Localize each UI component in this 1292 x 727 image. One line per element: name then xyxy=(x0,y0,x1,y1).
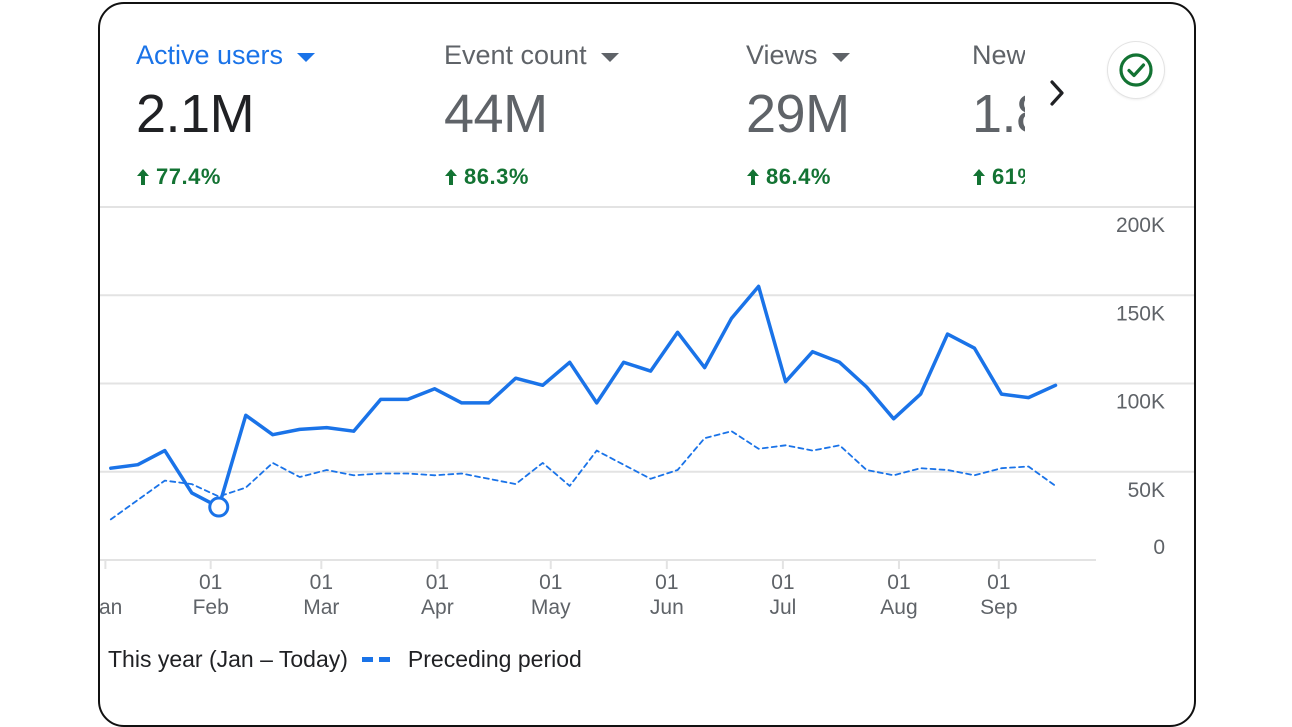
x-tick-day-label: 01 xyxy=(426,571,449,594)
y-tick-label: 100K xyxy=(1116,391,1165,414)
metric-delta: 77.4% xyxy=(156,164,221,189)
hover-point-marker[interactable] xyxy=(208,496,230,518)
y-tick-label: 200K xyxy=(1116,214,1165,237)
y-axis-labels: 0 50K 100K 150K 200K xyxy=(1116,214,1165,559)
metric-delta: 61% xyxy=(992,164,1025,189)
metric-tabs: Active users 2.1M 77.4% Event count 44M … xyxy=(100,4,1025,204)
legend-item-this-year: This year (Jan – Today) xyxy=(108,646,348,672)
caret-down-icon xyxy=(297,52,316,62)
y-tick-label: 50K xyxy=(1128,479,1165,502)
x-tick-day-label: 01 xyxy=(539,571,562,594)
y-tick-label: 0 xyxy=(1153,536,1165,559)
x-tick-day-label: 01 xyxy=(987,571,1010,594)
arrow-up-icon xyxy=(747,169,759,185)
x-tick-month-label: Sep xyxy=(980,596,1017,619)
dashed-line-swatch-icon xyxy=(361,657,396,662)
status-check-button[interactable] xyxy=(1108,42,1164,98)
metric-value: 29M xyxy=(746,84,850,144)
grid-lines xyxy=(100,206,1194,561)
legend-item-preceding-period: Preceding period xyxy=(407,646,582,672)
x-tick-month-label: Aug xyxy=(880,596,917,619)
metric-value: 44M xyxy=(444,84,548,144)
metric-label: Active users xyxy=(136,40,284,70)
chart-legend: This year (Jan – Today) Preceding period xyxy=(108,646,582,673)
next-metrics-button[interactable] xyxy=(1036,72,1078,114)
x-tick-day-label: 01 xyxy=(771,571,794,594)
arrow-up-icon xyxy=(973,169,985,185)
x-tick-month-label: Feb xyxy=(193,596,229,619)
x-tick-month-label-partial: Jan xyxy=(100,596,122,619)
metric-label: Event count xyxy=(444,40,587,70)
y-tick-label: 150K xyxy=(1116,302,1165,325)
x-axis-labels: 01Feb01Mar01Apr01May01Jun01Jul01Aug01Sep… xyxy=(100,571,1018,619)
metric-delta: 86.4% xyxy=(766,164,831,189)
x-axis-ticks xyxy=(104,560,1000,569)
metric-label: Views xyxy=(746,40,818,70)
metric-label: New users xyxy=(972,40,1025,70)
chevron-right-icon xyxy=(1050,80,1064,106)
series-lines xyxy=(109,284,1058,521)
arrow-up-icon xyxy=(137,169,149,185)
metric-value: 2.1M xyxy=(136,84,255,144)
metric-value: 1.8M xyxy=(972,84,1025,144)
x-tick-day-label: 01 xyxy=(655,571,678,594)
series-line-this-year xyxy=(109,284,1058,509)
x-tick-month-label: Jun xyxy=(650,596,684,619)
metric-tab-event-count[interactable]: Event count 44M 86.3% xyxy=(444,40,619,190)
arrow-up-icon xyxy=(445,169,457,185)
x-tick-day-label: 01 xyxy=(887,571,910,594)
metric-tab-new-users[interactable]: New users 1.8M 61% xyxy=(972,40,1025,190)
series-line-preceding-period xyxy=(109,430,1057,521)
x-tick-month-label: Mar xyxy=(303,596,339,619)
caret-down-icon xyxy=(600,52,619,62)
metric-delta: 86.3% xyxy=(464,164,529,189)
x-tick-month-label: May xyxy=(531,596,571,619)
metric-tab-active-users[interactable]: Active users 2.1M 77.4% xyxy=(136,40,316,190)
x-tick-month-label: Jul xyxy=(769,596,796,619)
x-tick-month-label: Apr xyxy=(421,596,454,619)
metric-tab-views[interactable]: Views 29M 86.4% xyxy=(746,40,850,190)
caret-down-icon xyxy=(831,52,850,62)
check-circle-icon xyxy=(1119,53,1153,87)
x-tick-day-label: 01 xyxy=(199,571,222,594)
x-tick-day-label: 01 xyxy=(310,571,333,594)
chart-card: 0 50K 100K 150K 200K 01 Feb 01 Mar 01 Apr 01 May 01 J… xyxy=(98,2,1196,727)
